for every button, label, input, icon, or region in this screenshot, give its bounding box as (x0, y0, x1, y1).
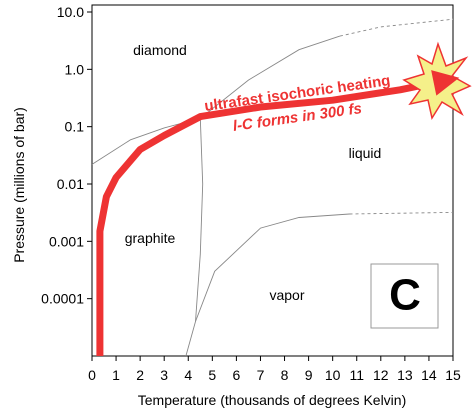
x-axis-label: Temperature (thousands of degrees Kelvin… (138, 392, 406, 408)
y-axis-label: Pressure (millions of bar) (11, 107, 27, 263)
x-tick-label: 11 (349, 367, 364, 383)
x-tick-label: 10 (325, 367, 341, 383)
x-tick-label: 13 (397, 367, 413, 383)
x-tick-label: 9 (305, 367, 313, 383)
phase-boundary (185, 213, 350, 357)
x-tick-label: 4 (184, 367, 192, 383)
x-tick-label: 7 (257, 367, 265, 383)
badge-box (370, 263, 439, 329)
y-tick-label: 10.0 (57, 4, 84, 20)
badge: C (389, 271, 421, 320)
x-tick-label: 2 (136, 367, 144, 383)
region-label: diamond (133, 42, 187, 58)
x-tick-label: 6 (233, 367, 241, 383)
x-tick-label: 5 (208, 367, 216, 383)
phase-boundary (195, 118, 204, 322)
x-tick-label: 14 (421, 367, 437, 383)
y-tick-label: 0.001 (49, 233, 84, 249)
arrow-head (431, 70, 460, 96)
x-tick-label: 3 (160, 367, 168, 383)
x-tick-label: 1 (112, 367, 120, 383)
plot-frame (91, 4, 454, 357)
phase-boundary (339, 18, 454, 37)
region-label: liquid (349, 145, 382, 161)
phase-boundary (349, 211, 454, 215)
y-tick-label: 1.0 (65, 61, 85, 77)
y-tick-label: 0.1 (65, 119, 85, 135)
y-tick-label: 0.0001 (41, 291, 84, 307)
y-tick-label: 0.01 (57, 176, 84, 192)
x-tick-label: 8 (281, 367, 289, 383)
x-tick-label: 15 (445, 367, 461, 383)
x-tick-label: 12 (373, 367, 389, 383)
region-label: vapor (269, 287, 304, 303)
region-label: graphite (125, 230, 176, 246)
x-tick-label: 0 (88, 367, 96, 383)
heating-path (96, 79, 435, 356)
